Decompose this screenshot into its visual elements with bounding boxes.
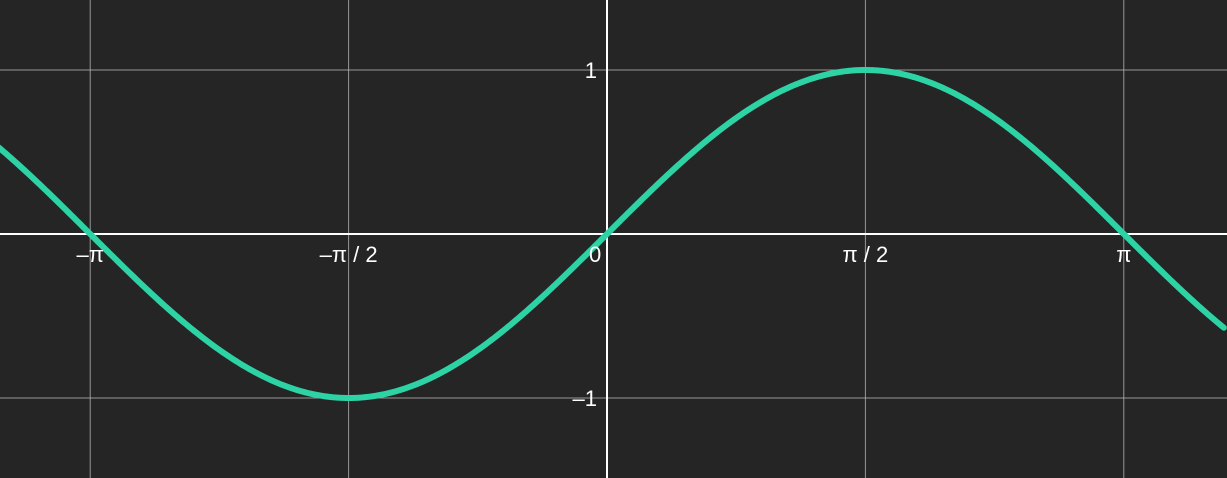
sine-curve-series-0 <box>0 67 1227 401</box>
curve-layer <box>0 67 1227 401</box>
x-tick-label-0: –π <box>76 242 103 267</box>
x-tick-label-1: –π / 2 <box>320 242 378 267</box>
x-tick-label-4: π <box>1116 242 1131 267</box>
x-tick-label-3: π / 2 <box>843 242 889 267</box>
x-tick-label-2: 0 <box>589 242 601 267</box>
y-tick-label-0: 1 <box>585 58 597 83</box>
y-tick-label-1: –1 <box>573 386 597 411</box>
label-layer: –π –π / 2 0 π / 2 π 1 –1 <box>76 58 1131 411</box>
